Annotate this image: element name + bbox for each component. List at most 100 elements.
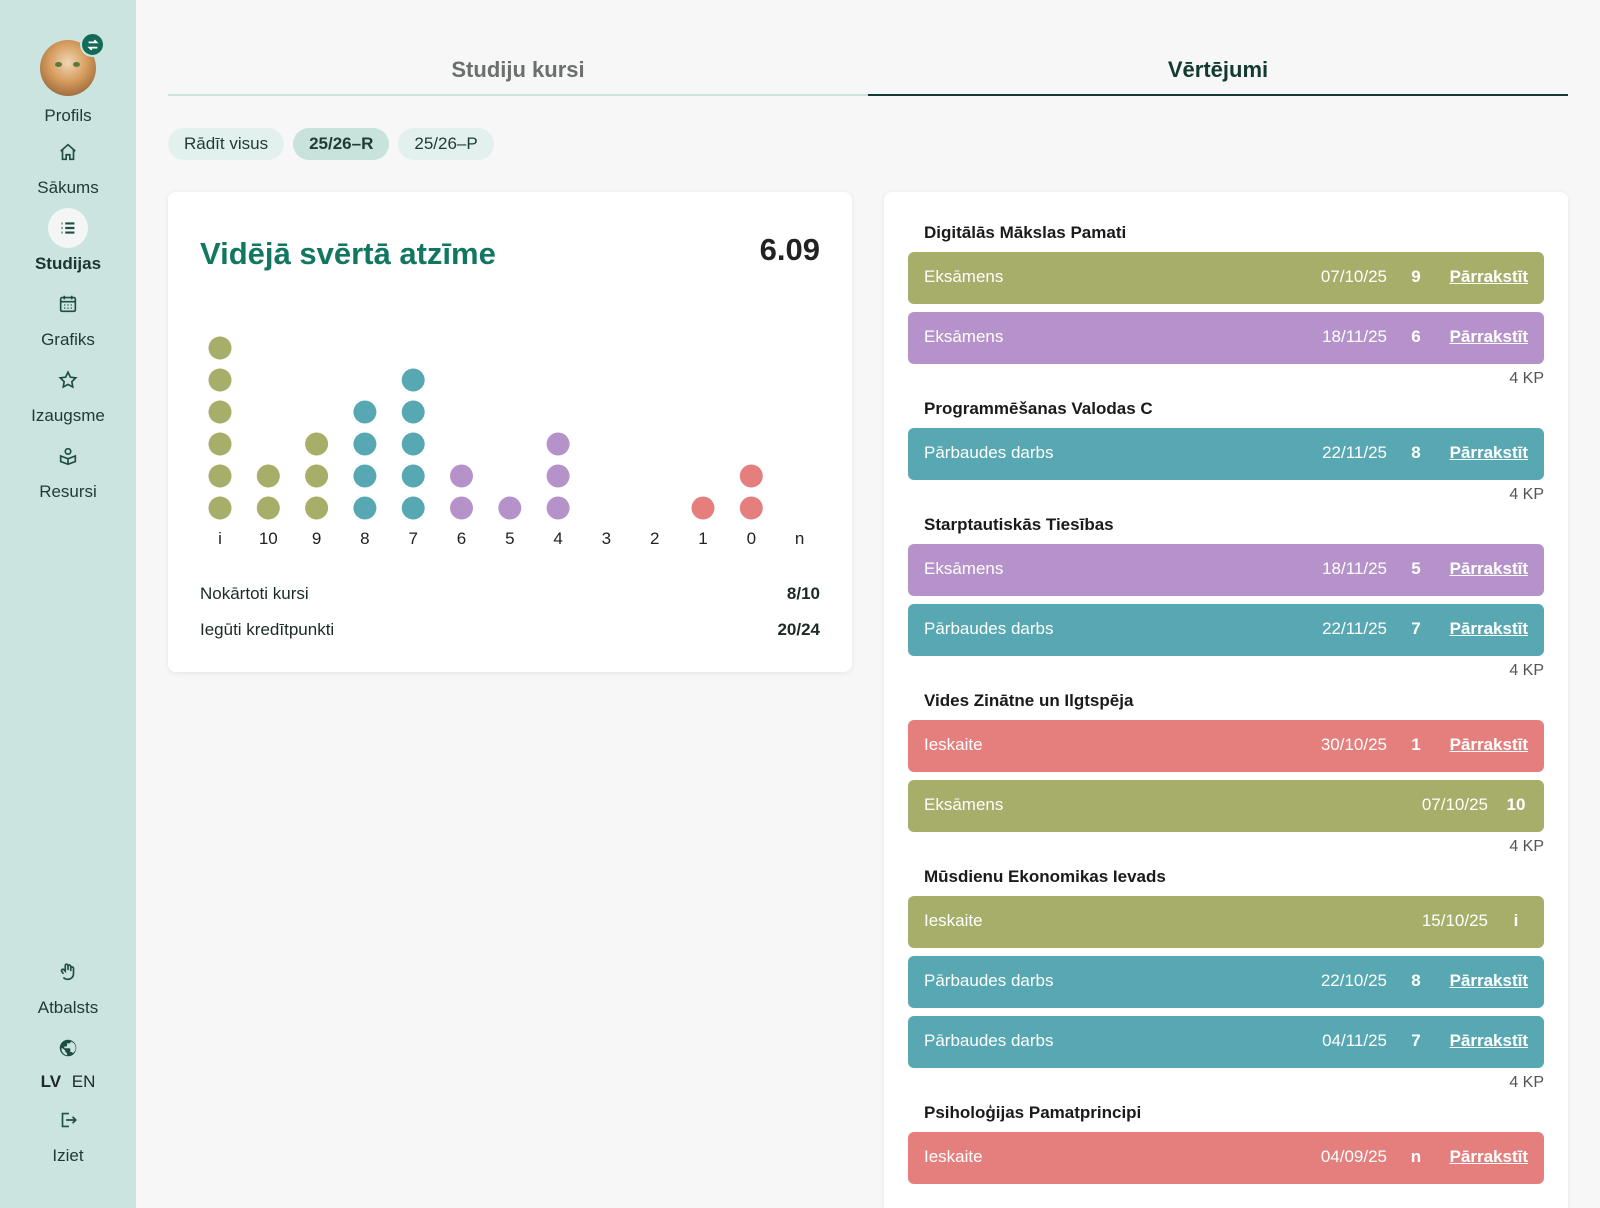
grade-type: Ieskaite xyxy=(924,735,983,754)
grade-tick-label: 0 xyxy=(747,529,756,548)
grade-dot xyxy=(305,496,329,520)
grade-row[interactable]: Eksāmens 18/11/25 5 Pārrakstīt xyxy=(908,544,1544,596)
rewrite-link[interactable]: Pārrakstīt xyxy=(1449,971,1528,990)
course-credits: 4 KP xyxy=(1509,838,1544,855)
grade-mark: 7 xyxy=(1411,619,1421,638)
grade-row[interactable]: Eksāmens 07/10/25 10 xyxy=(908,780,1544,832)
grade-dot xyxy=(401,464,425,488)
star-icon xyxy=(48,360,88,400)
grade-mark: 6 xyxy=(1411,327,1421,346)
semester-filter: Rādīt visus 25/26–R 25/26–P xyxy=(168,128,494,160)
tab-courses[interactable]: Studiju kursi xyxy=(451,57,585,82)
passed-courses-row: Nokārtoti kursi 8/10 xyxy=(200,584,820,604)
language-globe xyxy=(0,1028,136,1068)
sidebar-item-schedule[interactable]: Grafiks xyxy=(0,284,136,350)
tab-grades[interactable]: Vērtējumi xyxy=(868,52,1568,96)
grade-type: Eksāmens xyxy=(924,559,1004,578)
switch-account-icon[interactable] xyxy=(80,32,105,57)
grade-date: 30/10/25 xyxy=(1320,735,1387,754)
lang-en[interactable]: EN xyxy=(71,1072,96,1091)
grade-row[interactable]: Ieskaite 04/09/25 n Pārrakstīt xyxy=(908,1132,1544,1184)
sidebar-item-label: Sākums xyxy=(37,178,99,197)
sidebar-item-label: Atbalsts xyxy=(37,998,99,1017)
grade-dot xyxy=(208,336,232,360)
list-icon xyxy=(48,208,88,248)
grade-mark: 10 xyxy=(1506,795,1526,814)
sidebar-item-logout[interactable]: Iziet xyxy=(0,1100,136,1166)
grade-tick-label: n xyxy=(795,529,804,548)
grade-mark: n xyxy=(1410,1147,1422,1166)
grade-type: Pārbaudes darbs xyxy=(924,443,1054,462)
grade-dot xyxy=(208,400,232,424)
rewrite-link[interactable]: Pārrakstīt xyxy=(1449,443,1528,462)
grade-tick-label: 7 xyxy=(408,529,417,548)
grade-date: 18/11/25 xyxy=(1322,559,1387,578)
grade-tick-label: 3 xyxy=(602,529,611,548)
course-credits: 4 KP xyxy=(1509,1074,1544,1091)
rewrite-link[interactable]: Pārrakstīt xyxy=(1449,267,1528,286)
grade-dot xyxy=(739,464,763,488)
grade-mark: 8 xyxy=(1411,443,1421,462)
view-tabs: Studiju kursi Vērtējumi xyxy=(168,52,1568,96)
grade-row[interactable]: Ieskaite 15/10/25 i xyxy=(908,896,1544,948)
support-hand-icon xyxy=(48,952,88,992)
course-title: Digitālās Mākslas Pamati xyxy=(924,223,1127,242)
lang-lv[interactable]: LV xyxy=(40,1072,62,1091)
sidebar-item-label: Iziet xyxy=(52,1146,84,1165)
course-credits: 4 KP xyxy=(1509,370,1544,387)
grade-dot xyxy=(353,432,377,456)
grade-dot xyxy=(353,464,377,488)
filter-semester-p[interactable]: 25/26–P xyxy=(398,128,494,160)
rewrite-link[interactable]: Pārrakstīt xyxy=(1449,327,1528,346)
grade-date: 22/11/25 xyxy=(1322,619,1387,638)
gpa-summary-card: i 10 9 8 7 6 5 4 3 2 1 0 n Vidējā svērtā atzīme 6.09… xyxy=(168,192,852,672)
credits-label: Iegūti kredītpunkti xyxy=(200,620,335,639)
passed-courses-label: Nokārtoti kursi xyxy=(200,584,309,603)
resources-icon xyxy=(48,436,88,476)
grade-tick-label: 5 xyxy=(505,529,514,548)
sidebar-item-support[interactable]: Atbalsts xyxy=(0,952,136,1018)
rewrite-link[interactable]: Pārrakstīt xyxy=(1449,619,1528,638)
grade-dot xyxy=(546,464,570,488)
grade-tick-label: 2 xyxy=(650,529,659,548)
grade-type: Ieskaite xyxy=(924,1147,983,1166)
sidebar-item-label: Studijas xyxy=(34,254,102,273)
credits-value: 20/24 xyxy=(777,620,820,639)
grade-row[interactable]: Pārbaudes darbs 22/11/25 8 Pārrakstīt xyxy=(908,428,1544,480)
grade-row[interactable]: Pārbaudes darbs 22/10/25 8 Pārrakstīt xyxy=(908,956,1544,1008)
grade-tick-label: 6 xyxy=(457,529,466,548)
rewrite-link[interactable]: Pārrakstīt xyxy=(1449,735,1528,754)
filter-show-all[interactable]: Rādīt visus xyxy=(168,128,285,160)
sidebar-item-resources[interactable]: Resursi xyxy=(0,436,136,502)
grade-dot xyxy=(401,432,425,456)
rewrite-link[interactable]: Pārrakstīt xyxy=(1449,1031,1528,1050)
grade-date: 15/10/25 xyxy=(1421,911,1488,930)
grade-dot xyxy=(739,496,763,520)
grade-date: 22/11/25 xyxy=(1322,443,1387,462)
grade-row[interactable]: Eksāmens 18/11/25 6 Pārrakstīt xyxy=(908,312,1544,364)
grade-type: Eksāmens xyxy=(924,327,1004,346)
grade-row[interactable]: Ieskaite 30/10/25 1 Pārrakstīt xyxy=(908,720,1544,772)
grade-date: 04/11/25 xyxy=(1322,1031,1387,1050)
sidebar-item-home[interactable]: Sākums xyxy=(0,132,136,198)
grade-dot xyxy=(305,432,329,456)
grade-row[interactable]: Eksāmens 07/10/25 9 Pārrakstīt xyxy=(908,252,1544,304)
grade-distribution-chart: i 10 9 8 7 6 5 4 3 2 1 0 n xyxy=(208,336,804,548)
sidebar-item-studies[interactable]: Studijas xyxy=(0,208,136,274)
course-title: Psiholoģijas Pamatprincipi xyxy=(924,1103,1142,1122)
grade-dot xyxy=(305,464,329,488)
gpa-value: 6.09 xyxy=(759,232,820,267)
language-switcher: LV EN xyxy=(0,1072,136,1092)
grade-date: 07/10/25 xyxy=(1421,795,1488,814)
filter-semester-r[interactable]: 25/26–R xyxy=(293,128,390,160)
sidebar-item-growth[interactable]: Izaugsme xyxy=(0,360,136,426)
grade-dot xyxy=(208,368,232,392)
grade-date: 04/09/25 xyxy=(1320,1147,1387,1166)
grade-row[interactable]: Pārbaudes darbs 04/11/25 7 Pārrakstīt xyxy=(908,1016,1544,1068)
sidebar-item-profile[interactable]: Profils xyxy=(0,100,136,126)
grade-row[interactable]: Pārbaudes darbs 22/11/25 7 Pārrakstīt xyxy=(908,604,1544,656)
rewrite-link[interactable]: Pārrakstīt xyxy=(1449,559,1528,578)
rewrite-link[interactable]: Pārrakstīt xyxy=(1449,1147,1528,1166)
avatar-eye xyxy=(55,62,62,67)
grades-list-card: Digitālās Mākslas Pamati Eksāmens 07/10/25… xyxy=(884,192,1568,1208)
